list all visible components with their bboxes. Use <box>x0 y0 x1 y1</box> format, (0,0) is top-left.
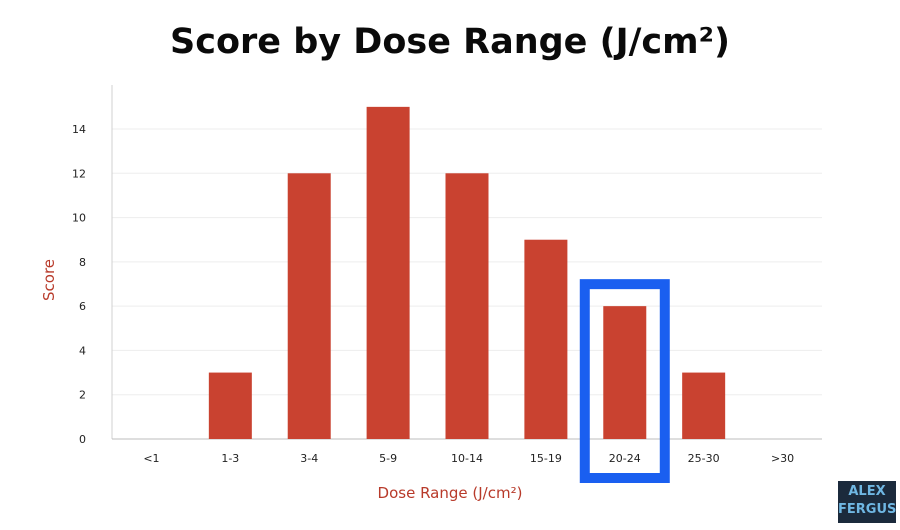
x-tick-label: >30 <box>771 452 794 465</box>
bar-5-9 <box>366 106 410 439</box>
logo-line-2: FERGUS <box>838 502 897 517</box>
x-tick-label: 1-3 <box>221 452 239 465</box>
bar-25-30 <box>682 372 726 439</box>
x-tick-label: 10-14 <box>451 452 483 465</box>
y-tick-label: 4 <box>79 344 86 357</box>
chart-title: Score by Dose Range (J/cm²) <box>170 22 730 62</box>
y-tick-label: 10 <box>72 212 86 225</box>
x-tick-label: 25-30 <box>688 452 720 465</box>
bar-1-3 <box>208 372 252 439</box>
brand-logo: ALEX FERGUS <box>838 481 896 523</box>
bar-15-19 <box>524 239 568 439</box>
x-tick-label: 15-19 <box>530 452 562 465</box>
y-tick-label: 6 <box>79 300 86 313</box>
logo-line-1: ALEX <box>848 484 886 499</box>
bar-20-24 <box>603 306 647 439</box>
x-tick-label: 3-4 <box>300 452 318 465</box>
x-tick-label: 20-24 <box>609 452 641 465</box>
y-tick-label: 14 <box>72 123 86 136</box>
y-tick-label: 12 <box>72 167 86 180</box>
x-tick-label: 5-9 <box>379 452 397 465</box>
highlight-box <box>579 279 670 483</box>
bar-3-4 <box>287 173 331 440</box>
x-axis-label: Dose Range (J/cm²) <box>377 484 523 502</box>
x-tick-label: <1 <box>143 452 159 465</box>
y-tick-label: 8 <box>79 256 86 269</box>
y-tick-label: 0 <box>79 433 86 446</box>
bar-10-14 <box>445 173 489 440</box>
y-tick-label: 2 <box>79 389 86 402</box>
